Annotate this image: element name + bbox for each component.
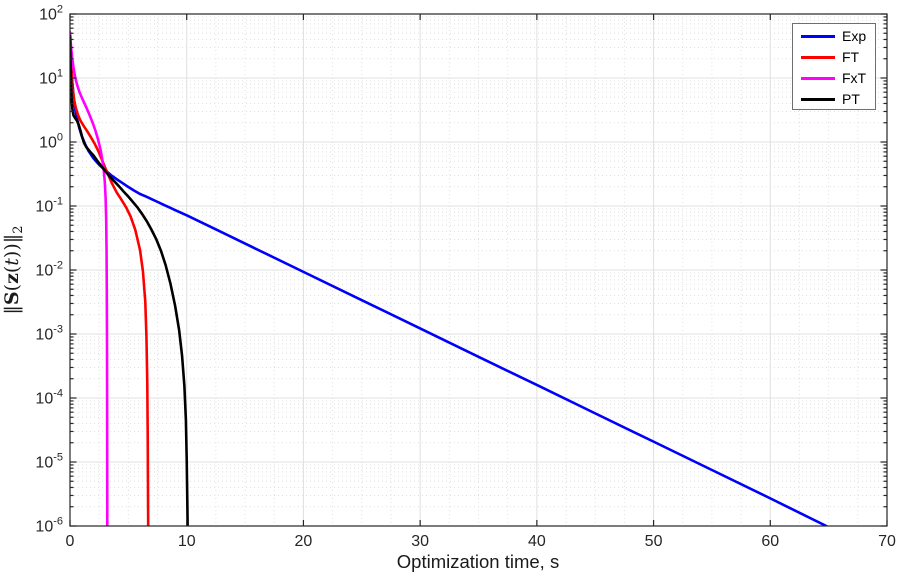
legend-line-sample-fxt xyxy=(801,77,835,80)
legend-line-sample-pt xyxy=(801,98,835,101)
legend-label: Exp xyxy=(842,28,867,44)
legend-label: PT xyxy=(842,91,860,107)
legend: Exp FT FxT PT xyxy=(792,23,876,110)
x-tick-label: 30 xyxy=(411,533,429,550)
y-tick-label: 10-1 xyxy=(35,196,63,216)
x-tick-labels: 0 10 20 30 40 50 60 70 xyxy=(66,533,896,550)
y-axis-label: ‖S(z(t))‖2 xyxy=(1,225,26,314)
y-tick-label: 10-4 xyxy=(35,388,63,408)
legend-item-pt: PT xyxy=(793,89,875,110)
major-grid xyxy=(70,14,887,526)
legend-line-sample-ft xyxy=(801,56,835,59)
x-tick-label: 10 xyxy=(178,533,196,550)
series-lines xyxy=(70,30,828,526)
x-tick-label: 60 xyxy=(761,533,779,550)
legend-item-ft: FT xyxy=(793,47,875,68)
y-tick-label: 102 xyxy=(39,4,63,24)
x-axis-label: Optimization time, s xyxy=(397,551,559,572)
legend-item-fxt: FxT xyxy=(793,68,875,89)
x-tick-label: 20 xyxy=(295,533,313,550)
x-tick-label: 40 xyxy=(528,533,546,550)
axis-ticks xyxy=(69,13,888,527)
series-line-fxt xyxy=(70,30,109,526)
y-tick-label: 10-6 xyxy=(35,516,63,536)
legend-line-sample-exp xyxy=(801,35,835,38)
x-tick-label: 50 xyxy=(645,533,663,550)
legend-label: FT xyxy=(842,49,860,65)
series-line-pt xyxy=(70,34,189,526)
y-tick-label: 10-2 xyxy=(35,260,63,280)
y-tick-label: 101 xyxy=(39,68,63,88)
x-tick-label: 0 xyxy=(66,533,75,550)
y-tick-label: 10-3 xyxy=(35,324,63,344)
legend-item-exp: Exp xyxy=(793,26,875,47)
x-tick-label: 70 xyxy=(878,533,896,550)
y-tick-label: 100 xyxy=(39,132,63,152)
legend-label: FxT xyxy=(842,70,867,86)
y-tick-labels: 102 101 100 10-1 10-2 10-3 10-4 10-5 10-6 xyxy=(35,4,63,536)
y-tick-label: 10-5 xyxy=(35,452,63,472)
